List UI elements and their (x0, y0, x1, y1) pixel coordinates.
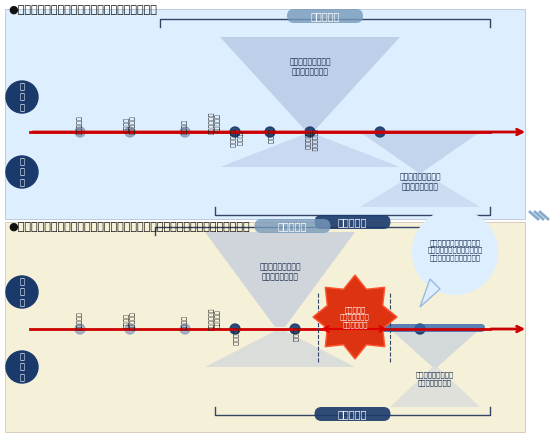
Text: 審査基準日: 審査基準日 (77, 115, 83, 134)
Text: 申請受付: 申請受付 (292, 327, 298, 342)
FancyBboxPatch shape (315, 215, 390, 229)
Circle shape (415, 324, 425, 334)
Text: ●有効期限が切れ目なく継続するケース（通常）: ●有効期限が切れ目なく継続するケース（通常） (8, 5, 157, 15)
FancyBboxPatch shape (355, 324, 485, 332)
FancyBboxPatch shape (287, 9, 363, 23)
Text: 公共工事を請け負う
ことのできる期間: 公共工事を請け負う ことのできる期間 (289, 57, 331, 77)
Text: 一
年
目: 一 年 目 (19, 82, 25, 112)
Circle shape (350, 324, 360, 334)
Text: （次回）
審査基準日: （次回） 審査基準日 (124, 115, 136, 134)
Text: 一
年
目: 一 年 目 (19, 277, 25, 307)
Polygon shape (205, 232, 355, 327)
Circle shape (6, 276, 38, 308)
Polygon shape (420, 279, 440, 307)
Circle shape (75, 127, 85, 137)
Circle shape (305, 127, 315, 137)
Text: ●申請の遅延により、公共工事を請け負うことができない期間が発生するケース: ●申請の遅延により、公共工事を請け負うことができない期間が発生するケース (8, 222, 250, 232)
Polygon shape (360, 132, 480, 172)
Text: （次回）
審査基準日: （次回） 審査基準日 (229, 129, 241, 148)
Text: 審査基準日: 審査基準日 (77, 311, 83, 330)
Circle shape (75, 324, 85, 334)
Text: 二
年
目: 二 年 目 (19, 352, 25, 382)
Circle shape (375, 127, 385, 137)
Polygon shape (220, 134, 400, 167)
Circle shape (180, 127, 190, 137)
Text: １年７カ月: １年７カ月 (278, 221, 307, 231)
Text: 二
年
目: 二 年 目 (19, 157, 25, 187)
Text: 経営事項審査
の結果通知: 経営事項審査 の結果通知 (209, 308, 221, 330)
Circle shape (180, 324, 190, 334)
Polygon shape (313, 275, 397, 359)
Text: 申請受付: 申請受付 (267, 129, 273, 144)
Text: 経営事項審査
の結果通知: 経営事項審査 の結果通知 (209, 111, 221, 134)
Text: 公共工事を請け負う
ことのできる期間: 公共工事を請け負う ことのできる期間 (416, 372, 454, 386)
Text: 公共工事を請け負う
ことのできる期間: 公共工事を請け負う ことのできる期間 (259, 262, 301, 282)
Bar (5, 222, 525, 432)
Polygon shape (205, 331, 355, 367)
Circle shape (230, 127, 240, 137)
Text: 審査基準日: 審査基準日 (232, 327, 238, 346)
FancyBboxPatch shape (315, 407, 390, 421)
Circle shape (6, 156, 38, 188)
Polygon shape (390, 329, 480, 367)
Text: １年７カ月: １年７カ月 (310, 11, 340, 21)
Polygon shape (360, 172, 480, 207)
Text: １年７カ月: １年７カ月 (338, 217, 367, 227)
Text: （次回）
審査基準日: （次回） 審査基準日 (124, 311, 136, 330)
Text: 公共工事を請け負う
ことのできる期間: 公共工事を請け負う ことのできる期間 (399, 172, 441, 192)
Circle shape (290, 324, 300, 334)
Polygon shape (220, 37, 400, 130)
Circle shape (125, 127, 135, 137)
Text: 公共工事を
請け負うことが
できない期間: 公共工事を 請け負うことが できない期間 (340, 306, 370, 328)
Circle shape (413, 210, 497, 294)
Text: 申請受付: 申請受付 (182, 119, 188, 134)
Text: 経営事項審査
の結果通知: 経営事項審査 の結果通知 (304, 129, 316, 152)
Text: １年７カ月: １年７カ月 (338, 409, 367, 419)
Text: 申請受付: 申請受付 (182, 315, 188, 330)
Circle shape (125, 324, 135, 334)
Circle shape (265, 127, 275, 137)
Polygon shape (390, 367, 480, 407)
Circle shape (230, 324, 240, 334)
Circle shape (6, 351, 38, 383)
Circle shape (6, 81, 38, 113)
Text: 経営事項審査
の結果通知: 経営事項審査 の結果通知 (349, 327, 361, 350)
Bar (5, 9, 525, 219)
FancyBboxPatch shape (255, 219, 331, 233)
Text: 申請を怠ると、公共工事の
発注者と請負契約を締結する
ことができなくなります！: 申請を怠ると、公共工事の 発注者と請負契約を締結する ことができなくなります！ (427, 239, 483, 261)
